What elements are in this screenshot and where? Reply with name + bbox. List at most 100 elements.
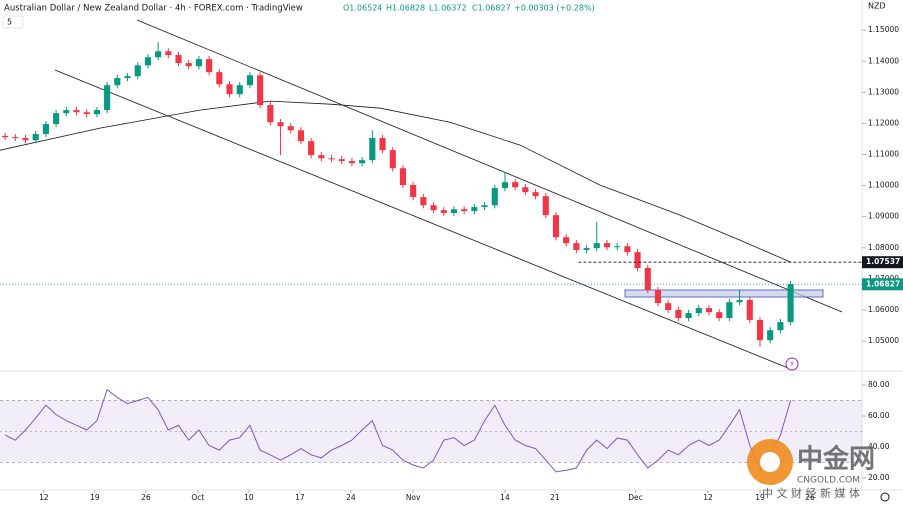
candle-body xyxy=(501,182,509,189)
candle-body xyxy=(206,59,213,73)
candle-body xyxy=(195,59,202,67)
candle-body xyxy=(83,112,90,115)
y-tick-label: 1.15000 xyxy=(868,25,899,34)
candle-body xyxy=(53,113,60,125)
candle-body xyxy=(583,248,590,250)
y-tick-label: 40.00 xyxy=(868,442,890,451)
candle-body xyxy=(573,243,580,250)
candle-body xyxy=(440,210,447,213)
x-tick-label: 26 xyxy=(141,493,151,502)
price-label-box xyxy=(862,278,903,291)
candle-body xyxy=(22,138,29,141)
candle-body xyxy=(471,207,478,212)
candle-body xyxy=(603,243,611,248)
indicator-toggle[interactable] xyxy=(2,15,24,29)
candle-body xyxy=(338,159,345,162)
candle-body xyxy=(257,75,264,106)
candle-body xyxy=(104,85,111,111)
currency-label[interactable]: NZD xyxy=(868,2,886,11)
ohlc-high: H1.06828 xyxy=(386,4,425,13)
candle-body xyxy=(705,308,713,313)
ohlc-open: O1.06524 xyxy=(343,4,382,13)
x-tick-label: Dec xyxy=(628,493,643,502)
candle-body xyxy=(144,57,151,66)
candle-body xyxy=(450,209,458,213)
price-label: 1.06827 xyxy=(866,279,900,288)
settings-icon[interactable] xyxy=(880,492,890,502)
candle-body xyxy=(267,105,274,123)
candle-body xyxy=(512,182,519,188)
candle-body xyxy=(379,138,386,151)
y-tick-label: 80.00 xyxy=(868,380,890,389)
candle-body xyxy=(32,134,39,141)
candle-body xyxy=(593,243,600,249)
channel-upper xyxy=(136,19,843,313)
ohlc-close: C1.06827 xyxy=(472,4,511,13)
x-tick-label: 24 xyxy=(346,493,356,502)
candle-body xyxy=(93,110,100,115)
candle-body xyxy=(185,63,192,67)
x-tick-label: 17 xyxy=(295,493,305,502)
indicator-label: 5 xyxy=(7,18,12,27)
candle-body xyxy=(685,313,692,319)
candle-body xyxy=(746,300,753,320)
moving-average xyxy=(0,100,791,263)
candle-body xyxy=(563,237,570,244)
candle-body xyxy=(124,76,131,79)
x-tick-label: 14 xyxy=(500,493,510,502)
candle-body xyxy=(42,124,49,135)
candle-body xyxy=(624,246,631,253)
resistance-zone xyxy=(624,289,824,298)
y-tick-label: 20.00 xyxy=(868,473,890,482)
watermark-site: CNGOLD.COM xyxy=(797,476,860,486)
candle-body xyxy=(359,160,366,164)
y-tick-label: 1.13000 xyxy=(868,87,899,96)
x-tick-label: 21 xyxy=(550,493,560,502)
candle-body xyxy=(12,137,19,139)
rsi-line xyxy=(4,388,792,473)
candle-body xyxy=(399,168,407,185)
x-tick-label: 19 xyxy=(90,493,100,502)
candle-body xyxy=(481,205,488,208)
ohlc-change: +0.00303 (+0.28%) xyxy=(514,4,595,13)
watermark-slogan: 中 文 财 经 新 媒 体 xyxy=(762,486,860,500)
watermark-logo-inner xyxy=(760,452,780,472)
candle-body xyxy=(522,187,529,193)
y-tick-label: 60.00 xyxy=(868,411,890,420)
candle-body xyxy=(756,319,764,341)
candle-body xyxy=(410,185,417,198)
alert-icon[interactable] xyxy=(785,357,799,371)
x-tick-label: 12 xyxy=(39,493,49,502)
candle-body xyxy=(389,150,396,169)
x-tick-label: 12 xyxy=(703,493,713,502)
candle-body xyxy=(461,209,468,212)
candle-body xyxy=(226,84,233,95)
candle-body xyxy=(665,303,672,310)
alert-glyph: ⚡ xyxy=(789,360,795,369)
candle-body xyxy=(277,122,284,127)
candle-body xyxy=(430,205,437,211)
candle-body xyxy=(767,330,774,341)
candle-body xyxy=(134,65,141,77)
x-tick-label: 10 xyxy=(244,493,254,502)
candle-body xyxy=(542,196,549,216)
candle-body xyxy=(654,290,662,304)
candle-body xyxy=(236,85,243,95)
y-tick-label: 1.06000 xyxy=(868,305,899,314)
candle-body xyxy=(73,110,80,113)
candle-body xyxy=(644,268,651,291)
candle-body xyxy=(63,110,70,114)
candle-body xyxy=(369,138,376,161)
price-label: 1.07537 xyxy=(866,257,900,266)
x-tick-label: 26 xyxy=(805,493,815,502)
candle-body xyxy=(726,302,733,319)
candle-body xyxy=(614,246,621,248)
x-tick-label: Nov xyxy=(406,493,421,502)
candle-body xyxy=(695,308,702,314)
ohlc-low: L1.06372 xyxy=(429,4,467,13)
candle-body xyxy=(114,78,121,86)
candle-body xyxy=(736,300,743,303)
candle-body xyxy=(532,192,539,197)
